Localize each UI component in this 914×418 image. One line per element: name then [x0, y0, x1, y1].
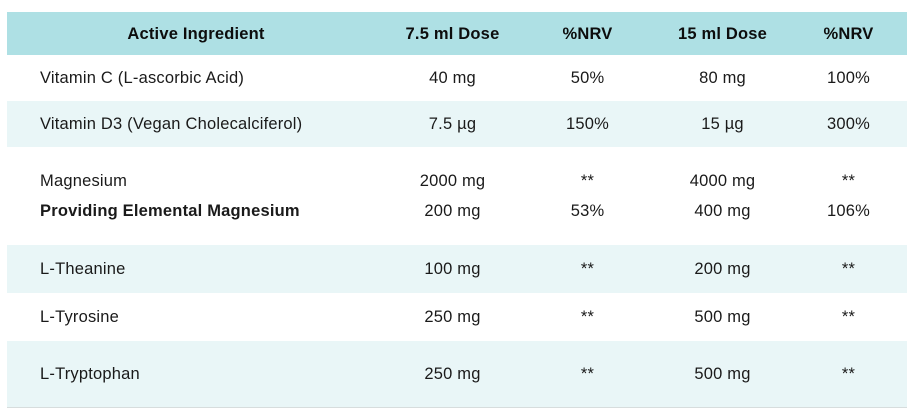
nrv-cell: 300% — [826, 115, 870, 133]
nrv-sub-value: 53% — [570, 202, 605, 220]
nrv-cell: ** — [580, 260, 595, 278]
dose-cell: 2000 mg 200 mg — [385, 166, 520, 226]
nrv-value: ** — [580, 172, 595, 190]
dose-sub-value: 400 mg — [694, 202, 751, 220]
table-row-l-tyrosine: L-Tyrosine 250 mg ** 500 mg ** — [7, 293, 907, 341]
dose-sub-value: 200 mg — [424, 202, 481, 220]
nrv-cell: ** — [841, 365, 856, 383]
nrv-cell: 100% — [826, 69, 870, 87]
ingredient-cell: L-Tyrosine — [40, 308, 120, 326]
dose-cell: 250 mg — [424, 365, 481, 383]
ingredient-cell: Vitamin D3 (Vegan Cholecalciferol) — [40, 115, 303, 133]
nrv-cell: 50% — [570, 69, 605, 87]
column-header-active-ingredient: Active Ingredient — [127, 24, 265, 43]
dose-cell: 40 mg — [429, 69, 476, 87]
nrv-cell: ** — [841, 308, 856, 326]
nrv-sub-value: 106% — [826, 202, 870, 220]
nrv-value: ** — [841, 172, 856, 190]
ingredient-cell: Magnesium Providing Elemental Magnesium — [7, 166, 385, 226]
dose-cell: 15 µg — [701, 115, 744, 133]
dose-cell: 4000 mg 400 mg — [655, 166, 790, 226]
column-header-nrv-1: %NRV — [562, 24, 613, 43]
dose-value: 4000 mg — [689, 172, 756, 190]
column-header-15ml-dose: 15 ml Dose — [677, 24, 768, 43]
dose-cell: 250 mg — [424, 308, 481, 326]
dose-cell: 7.5 µg — [428, 115, 477, 133]
table-row-vitamin-d3: Vitamin D3 (Vegan Cholecalciferol) 7.5 µ… — [7, 101, 907, 147]
table-row-l-theanine: L-Theanine 100 mg ** 200 mg ** — [7, 245, 907, 293]
nrv-cell: 150% — [565, 115, 609, 133]
dose-cell: 80 mg — [699, 69, 746, 87]
nrv-cell: ** 53% — [520, 166, 655, 226]
column-header-7-5ml-dose: 7.5 ml Dose — [405, 24, 500, 43]
nrv-cell: ** — [841, 260, 856, 278]
dose-cell: 500 mg — [694, 308, 751, 326]
table-header-row: Active Ingredient 7.5 ml Dose %NRV 15 ml… — [7, 12, 907, 55]
supplement-facts-table: Active Ingredient 7.5 ml Dose %NRV 15 ml… — [7, 12, 907, 408]
ingredient-cell: L-Theanine — [40, 260, 126, 278]
table-row-vitamin-c: Vitamin C (L-ascorbic Acid) 40 mg 50% 80… — [7, 55, 907, 101]
dose-cell: 200 mg — [694, 260, 751, 278]
nrv-cell: ** — [580, 308, 595, 326]
ingredient-sub-label: Providing Elemental Magnesium — [40, 202, 300, 220]
nrv-cell: ** 106% — [790, 166, 907, 226]
dose-cell: 100 mg — [424, 260, 481, 278]
dose-value: 2000 mg — [419, 172, 486, 190]
dose-cell: 500 mg — [694, 365, 751, 383]
ingredient-cell: L-Tryptophan — [40, 365, 140, 383]
table-row-magnesium: Magnesium Providing Elemental Magnesium … — [7, 147, 907, 245]
ingredient-cell: Vitamin C (L-ascorbic Acid) — [40, 69, 245, 87]
column-header-nrv-2: %NRV — [823, 24, 874, 43]
ingredient-main-label: Magnesium — [40, 172, 128, 190]
table-row-l-tryptophan: L-Tryptophan 250 mg ** 500 mg ** — [7, 341, 907, 407]
nrv-cell: ** — [580, 365, 595, 383]
